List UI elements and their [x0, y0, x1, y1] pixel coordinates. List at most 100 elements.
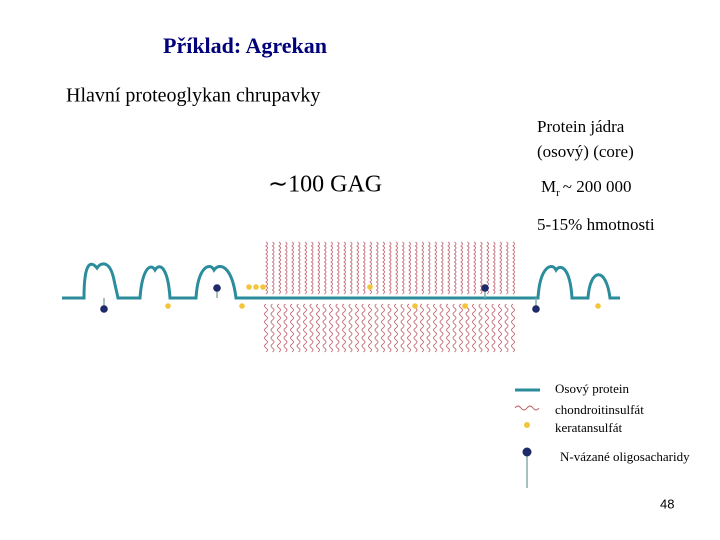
gag-chain — [374, 303, 379, 353]
gag-chain — [278, 241, 281, 295]
keratan-dot — [462, 303, 468, 309]
gag-chain — [453, 241, 457, 295]
legend-label: Osový protein — [555, 381, 630, 396]
gag-chain — [271, 241, 275, 295]
gag-chain — [368, 303, 372, 353]
gag-chain — [310, 241, 314, 295]
legend-label: N-vázané oligosacharidy — [560, 449, 690, 464]
gag-chain — [414, 241, 418, 295]
gag-chain — [296, 303, 301, 353]
gag-chain — [505, 241, 509, 295]
gag-chain — [433, 303, 437, 353]
oligo-ball — [100, 305, 108, 313]
gag-chain — [504, 303, 509, 353]
gag-chain — [478, 303, 483, 353]
gag-chain — [498, 303, 502, 353]
legend-icon — [524, 422, 530, 428]
gag-chain — [375, 241, 379, 295]
gag-chain — [426, 303, 431, 353]
annotation: Mr ~ 200 000 — [541, 177, 632, 199]
gag-chain — [362, 241, 366, 295]
gag-chain — [491, 303, 496, 353]
gag-chain — [473, 241, 476, 295]
annotation: (osový) (core) — [537, 142, 634, 161]
subscript: r — [556, 187, 560, 199]
gag-chain — [472, 303, 476, 353]
gag-chain — [485, 303, 489, 353]
gag-chain — [361, 303, 366, 353]
gag-chain — [284, 241, 288, 295]
gag-chain — [407, 303, 411, 353]
gag-chain — [492, 241, 496, 295]
gag-chain — [348, 303, 353, 353]
title: Příklad: Agrekan — [163, 33, 327, 58]
gag-chain — [421, 241, 424, 295]
oligosaccharides — [100, 284, 601, 313]
keratan-dot — [412, 303, 418, 309]
gag-chain — [309, 303, 314, 353]
gag-chain — [283, 303, 288, 353]
gag-chain — [290, 303, 294, 353]
value: ~ 200 000 — [563, 177, 632, 196]
gag-chain — [264, 303, 268, 353]
symbol: M — [541, 177, 556, 196]
gag-chain — [317, 241, 320, 295]
gag-chain — [434, 241, 437, 295]
page-number: 48 — [660, 496, 674, 511]
gag-chain — [270, 303, 275, 353]
gag-chain — [479, 241, 483, 295]
gag-chain — [265, 241, 268, 295]
gag-chain — [330, 241, 333, 295]
gag-chain — [413, 303, 418, 353]
gag-chain — [427, 241, 431, 295]
keratan-dot — [260, 284, 266, 290]
annotation: ∼100 GAG — [268, 172, 382, 198]
gag-chain — [387, 303, 392, 353]
gag-chain — [439, 303, 444, 353]
gag-chain — [316, 303, 320, 353]
gag-chain — [336, 241, 340, 295]
gag-chain — [460, 241, 463, 295]
gag-chain — [381, 303, 385, 353]
gag-chain — [394, 303, 398, 353]
annotation: 5-15% hmotnosti — [537, 215, 655, 234]
gag-chain — [446, 303, 450, 353]
keratan-dot — [595, 303, 601, 309]
gag-chain — [499, 241, 502, 295]
legend-label: chondroitinsulfát — [555, 402, 644, 417]
gag-chain — [408, 241, 411, 295]
legend-icon — [514, 405, 540, 411]
subtitle: Hlavní proteoglykan chrupavky — [66, 85, 320, 107]
gag-chain — [512, 241, 515, 295]
gag-chains — [264, 241, 515, 353]
gag-chain — [382, 241, 385, 295]
gag-chain — [291, 241, 294, 295]
gag-chain — [400, 303, 405, 353]
gag-chain — [447, 241, 450, 295]
gag-chain — [459, 303, 463, 353]
gag-chain — [329, 303, 333, 353]
gag-chain — [335, 303, 340, 353]
gag-chain — [420, 303, 424, 353]
gag-chain — [440, 241, 444, 295]
gag-chain — [323, 241, 327, 295]
gag-chain — [511, 303, 515, 353]
oligo-ball — [481, 284, 489, 292]
gag-chain — [349, 241, 353, 295]
gag-chain — [277, 303, 281, 353]
gag-chain — [388, 241, 392, 295]
keratan-dot — [246, 284, 252, 290]
keratan-dot — [253, 284, 259, 290]
gag-chain — [342, 303, 346, 353]
oligo-ball — [532, 305, 540, 313]
gag-chain — [297, 241, 301, 295]
gag-chain — [304, 241, 307, 295]
gag-chain — [356, 241, 359, 295]
gag-chain — [452, 303, 457, 353]
gag-chain — [466, 241, 470, 295]
legend-icon — [522, 447, 532, 457]
gag-chain — [303, 303, 307, 353]
gag-chain — [401, 241, 405, 295]
